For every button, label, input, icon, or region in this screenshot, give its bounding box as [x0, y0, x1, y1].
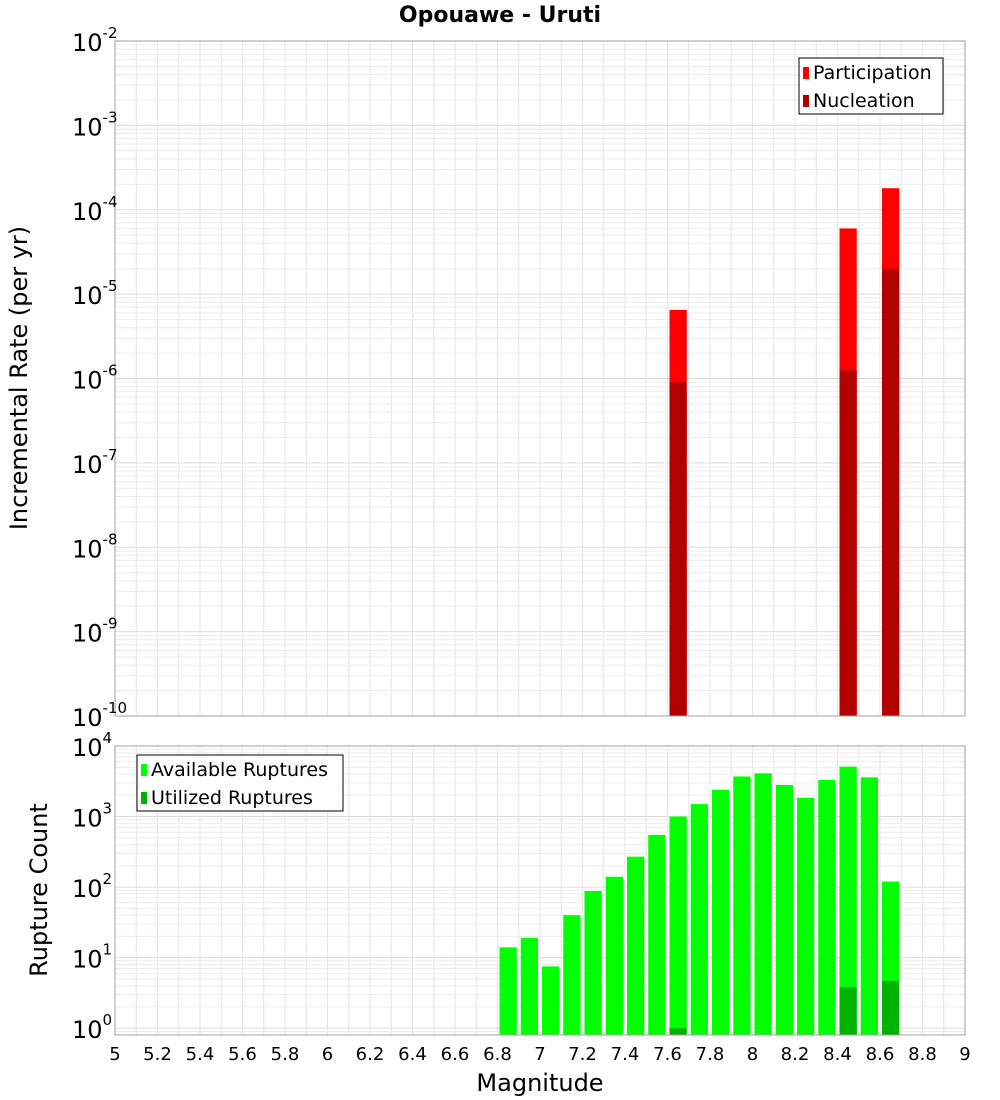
plot-border — [114, 40, 966, 717]
x-axis-title: Magnitude — [476, 1069, 603, 1097]
x-tick-label: 8.2 — [781, 1044, 810, 1065]
x-tick-label: 8 — [747, 1044, 758, 1065]
x-tick-label: 5.2 — [143, 1044, 172, 1065]
x-tick-label: 5.6 — [228, 1044, 257, 1065]
y-tick-labels: 100 101 102 103 104 — [72, 729, 112, 1044]
y-tick-label: 10-2 — [72, 24, 118, 57]
bottom-y-axis-title: Rupture Count — [25, 803, 53, 977]
bar — [882, 268, 900, 716]
y-tick-label: 100 — [72, 1011, 112, 1044]
y-tick-label: 103 — [72, 800, 112, 833]
x-tick-label: 6.8 — [483, 1044, 512, 1065]
bar — [754, 773, 772, 1035]
bar — [860, 777, 878, 1035]
bar — [797, 797, 815, 1035]
y-tick-label: 10-5 — [72, 277, 118, 310]
bar — [499, 947, 517, 1035]
legend: Participation Nucleation — [798, 57, 944, 115]
x-tick-label: 5.4 — [186, 1044, 215, 1065]
bar — [605, 876, 623, 1035]
series-nucleation — [669, 268, 900, 716]
x-tick-label: 7.8 — [696, 1044, 725, 1065]
x-tick-label: 6.4 — [398, 1044, 427, 1065]
legend-swatch — [803, 95, 809, 107]
y-tick-label: 10-3 — [72, 108, 118, 141]
y-tick-label: 10-8 — [72, 530, 118, 563]
x-tick-label: 7.4 — [611, 1044, 640, 1065]
legend-box — [798, 57, 944, 115]
y-tick-label: 10-10 — [72, 699, 127, 732]
x-tick-label: 6.2 — [356, 1044, 385, 1065]
y-tick-label: 102 — [72, 870, 112, 903]
x-tick-label: 5 — [109, 1044, 120, 1065]
bar — [882, 980, 900, 1035]
legend-swatch — [803, 67, 809, 79]
legend-label: Nucleation — [813, 90, 915, 112]
bar — [712, 789, 730, 1035]
legend-label: Available Ruptures — [151, 759, 328, 781]
bar — [839, 987, 857, 1035]
x-tick-label: 8.8 — [908, 1044, 937, 1065]
legend-label: Utilized Ruptures — [151, 787, 313, 809]
bar — [733, 776, 751, 1035]
x-tick-label: 7.2 — [568, 1044, 597, 1065]
y-tick-label: 10-4 — [72, 193, 118, 226]
bar — [690, 804, 708, 1035]
x-tick-label: 9 — [959, 1044, 970, 1065]
y-tick-label: 10-9 — [72, 615, 118, 648]
x-tick-labels: 5 5.2 5.4 5.6 5.8 6 6.2 6.4 6.6 6.8 7 7.2 7.4 7.6 7.8 8… — [109, 1044, 970, 1065]
x-tick-label: 8.6 — [866, 1044, 895, 1065]
bar — [520, 937, 538, 1035]
legend-box — [136, 754, 344, 812]
x-tick-label: 8.4 — [823, 1044, 852, 1065]
bar — [669, 382, 687, 716]
y-tick-label: 10-6 — [72, 362, 118, 395]
bar — [584, 890, 602, 1035]
legend-swatch — [141, 792, 147, 804]
x-tick-label: 7 — [534, 1044, 545, 1065]
x-tick-label: 5.8 — [271, 1044, 300, 1065]
bar — [818, 779, 836, 1035]
y-tick-labels: 10-10 10-9 10-8 10-7 10-6 10-5 10-4 10-3 10-2 — [72, 24, 127, 732]
legend: Available Ruptures Utilized Ruptures — [136, 754, 344, 812]
bar — [775, 784, 793, 1035]
chart-panel-0: 10-10 10-9 10-8 10-7 10-6 10-5 10-4 10-3 10-2 Par… — [72, 24, 966, 732]
y-gridlines — [115, 44, 965, 692]
x-tick-label: 6 — [322, 1044, 333, 1065]
y-tick-label: 101 — [72, 941, 112, 974]
x-tick-label: 7.6 — [653, 1044, 682, 1065]
bar — [839, 766, 857, 1035]
legend-swatch — [141, 764, 147, 776]
plot-border — [114, 745, 966, 1036]
top-y-axis-title: Incremental Rate (per yr) — [5, 226, 33, 530]
bar — [542, 966, 560, 1035]
series-utilized-ruptures — [669, 980, 900, 1035]
bar — [669, 816, 687, 1035]
bar — [839, 370, 857, 716]
chart-panel-1: 100 101 102 103 104 Available Ruptures Utilize… — [72, 729, 966, 1044]
bar — [563, 915, 581, 1035]
x-tick-label: 6.6 — [441, 1044, 470, 1065]
bar — [669, 1028, 687, 1035]
bar — [627, 856, 645, 1035]
legend-label: Participation — [813, 62, 932, 84]
bar — [648, 834, 666, 1035]
chart-title: Opouawe - Uruti — [399, 3, 601, 28]
y-tick-label: 10-7 — [72, 446, 118, 479]
y-tick-label: 104 — [72, 729, 112, 762]
